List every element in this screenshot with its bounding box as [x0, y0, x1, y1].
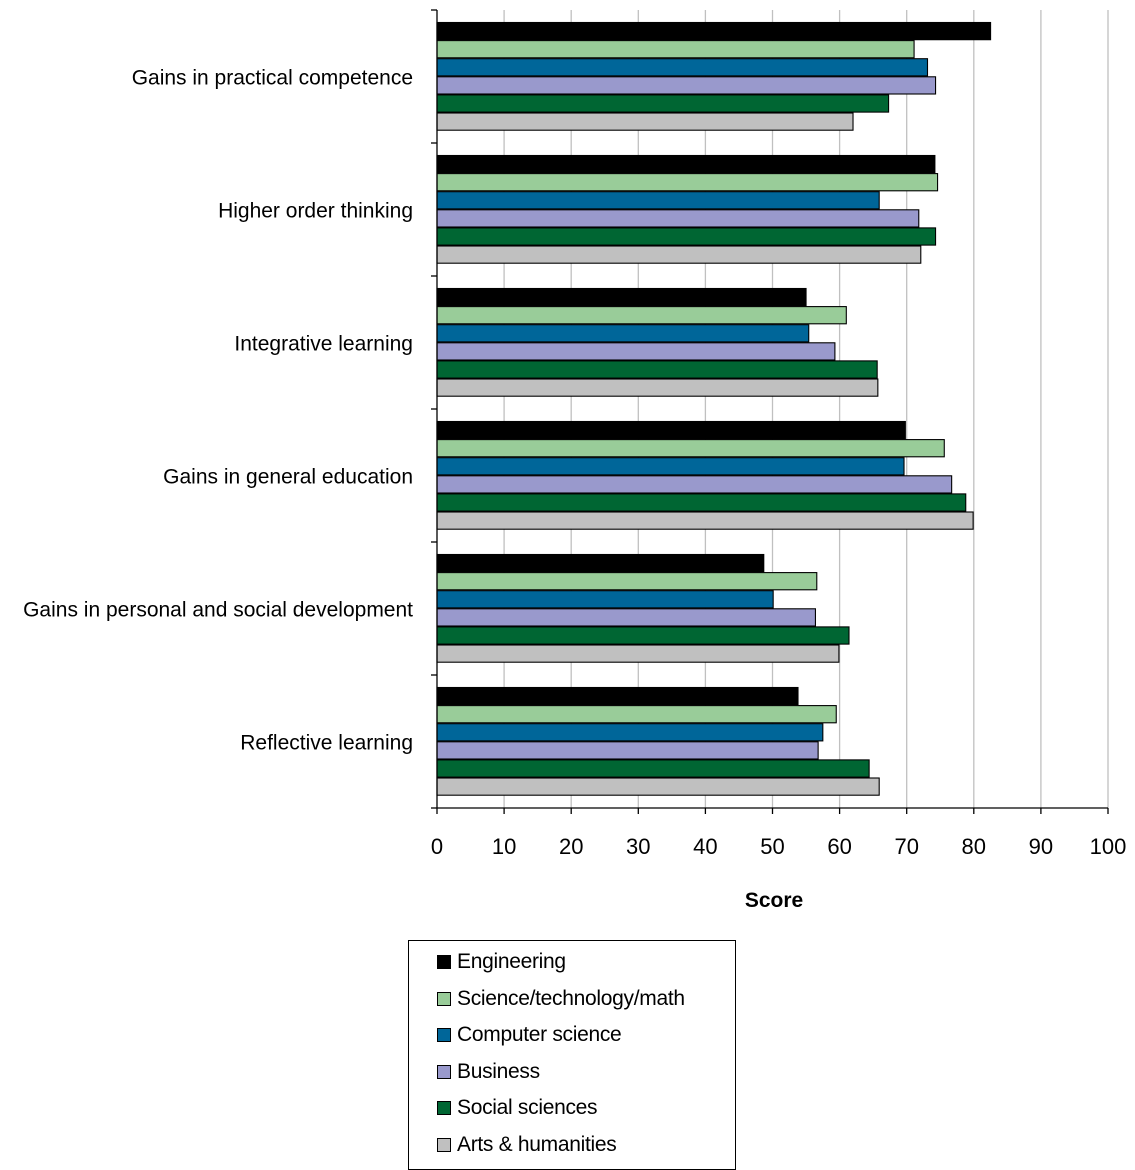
legend-swatch — [437, 991, 451, 1006]
bar — [436, 626, 850, 645]
legend-item: Arts & humanities — [437, 1130, 617, 1160]
category-label: Gains in practical competence — [132, 67, 413, 90]
bar — [436, 245, 922, 264]
bar-chart: Gains in practical competence Higher orde… — [23, 9, 1126, 912]
category-labels: Gains in practical competence Higher orde… — [23, 67, 413, 755]
bar — [436, 705, 837, 724]
bar — [436, 76, 937, 95]
bar — [436, 342, 836, 361]
bar — [436, 511, 974, 530]
x-tick-label: 70 — [894, 834, 918, 859]
legend-label: Arts & humanities — [457, 1132, 617, 1156]
bar — [436, 777, 880, 796]
bar — [436, 590, 774, 609]
bar — [436, 475, 953, 494]
bar — [436, 439, 945, 458]
axes — [431, 9, 1109, 814]
bar — [436, 608, 816, 627]
legend-swatch — [437, 1064, 451, 1079]
legend-item: Engineering — [437, 947, 566, 977]
bar — [436, 154, 936, 174]
bar — [436, 209, 920, 228]
legend-label: Social sciences — [457, 1096, 598, 1119]
bar — [436, 457, 905, 476]
legend-swatch — [437, 955, 451, 969]
x-tick-label: 50 — [760, 834, 784, 859]
category-label: Gains in general education — [163, 466, 413, 489]
bar — [436, 94, 890, 113]
category-label: Reflective learning — [240, 732, 413, 755]
category-label: Integrative learning — [234, 333, 413, 356]
legend-item: Business — [437, 1057, 540, 1087]
legend-item: Science/technology/math — [437, 984, 685, 1014]
legend-item: Social sciences — [437, 1093, 598, 1123]
x-tick-label: 40 — [693, 834, 717, 859]
legend-label: Science/technology/math — [457, 986, 685, 1010]
bar — [436, 741, 819, 760]
x-axis-label: Score — [745, 889, 803, 912]
bar — [436, 287, 807, 307]
legend-swatch — [437, 1028, 451, 1042]
bar — [436, 723, 824, 742]
x-tick-labels: 0 10 20 30 40 50 60 70 80 90 100 — [431, 834, 1126, 859]
bar — [436, 324, 810, 343]
bar — [436, 112, 854, 131]
bar — [436, 644, 840, 663]
bar — [436, 306, 847, 325]
bar — [436, 191, 880, 210]
bars — [436, 21, 992, 796]
bar — [436, 40, 915, 59]
bar — [436, 173, 939, 192]
legend-swatch — [437, 1101, 451, 1115]
x-tick-label: 30 — [626, 834, 650, 859]
x-tick-label: 10 — [492, 834, 516, 859]
legend-label: Engineering — [457, 950, 566, 973]
category-label: Gains in personal and social development — [23, 599, 413, 622]
legend-swatch — [437, 1137, 451, 1152]
x-tick-label: 100 — [1090, 834, 1127, 859]
gridlines — [503, 10, 1109, 808]
x-tick-label: 80 — [962, 834, 986, 859]
bar — [436, 572, 818, 591]
legend-item: Computer science — [437, 1020, 622, 1050]
legend-label: Computer science — [457, 1023, 622, 1046]
x-tick-label: 20 — [559, 834, 583, 859]
x-tick-label: 60 — [827, 834, 851, 859]
x-tick-label: 90 — [1029, 834, 1053, 859]
legend: Engineering Science/technology/math Comput… — [408, 940, 736, 1170]
bar — [436, 420, 906, 440]
bar — [436, 21, 992, 41]
category-label: Higher order thinking — [218, 200, 413, 223]
x-tick-label: 0 — [431, 834, 443, 859]
legend-label: Business — [457, 1059, 540, 1083]
bar — [436, 227, 937, 246]
bar — [436, 493, 967, 512]
bar — [436, 378, 879, 397]
bar — [436, 360, 878, 379]
bar — [436, 759, 870, 778]
bar — [436, 686, 799, 706]
bar — [436, 553, 765, 573]
bar — [436, 58, 929, 77]
